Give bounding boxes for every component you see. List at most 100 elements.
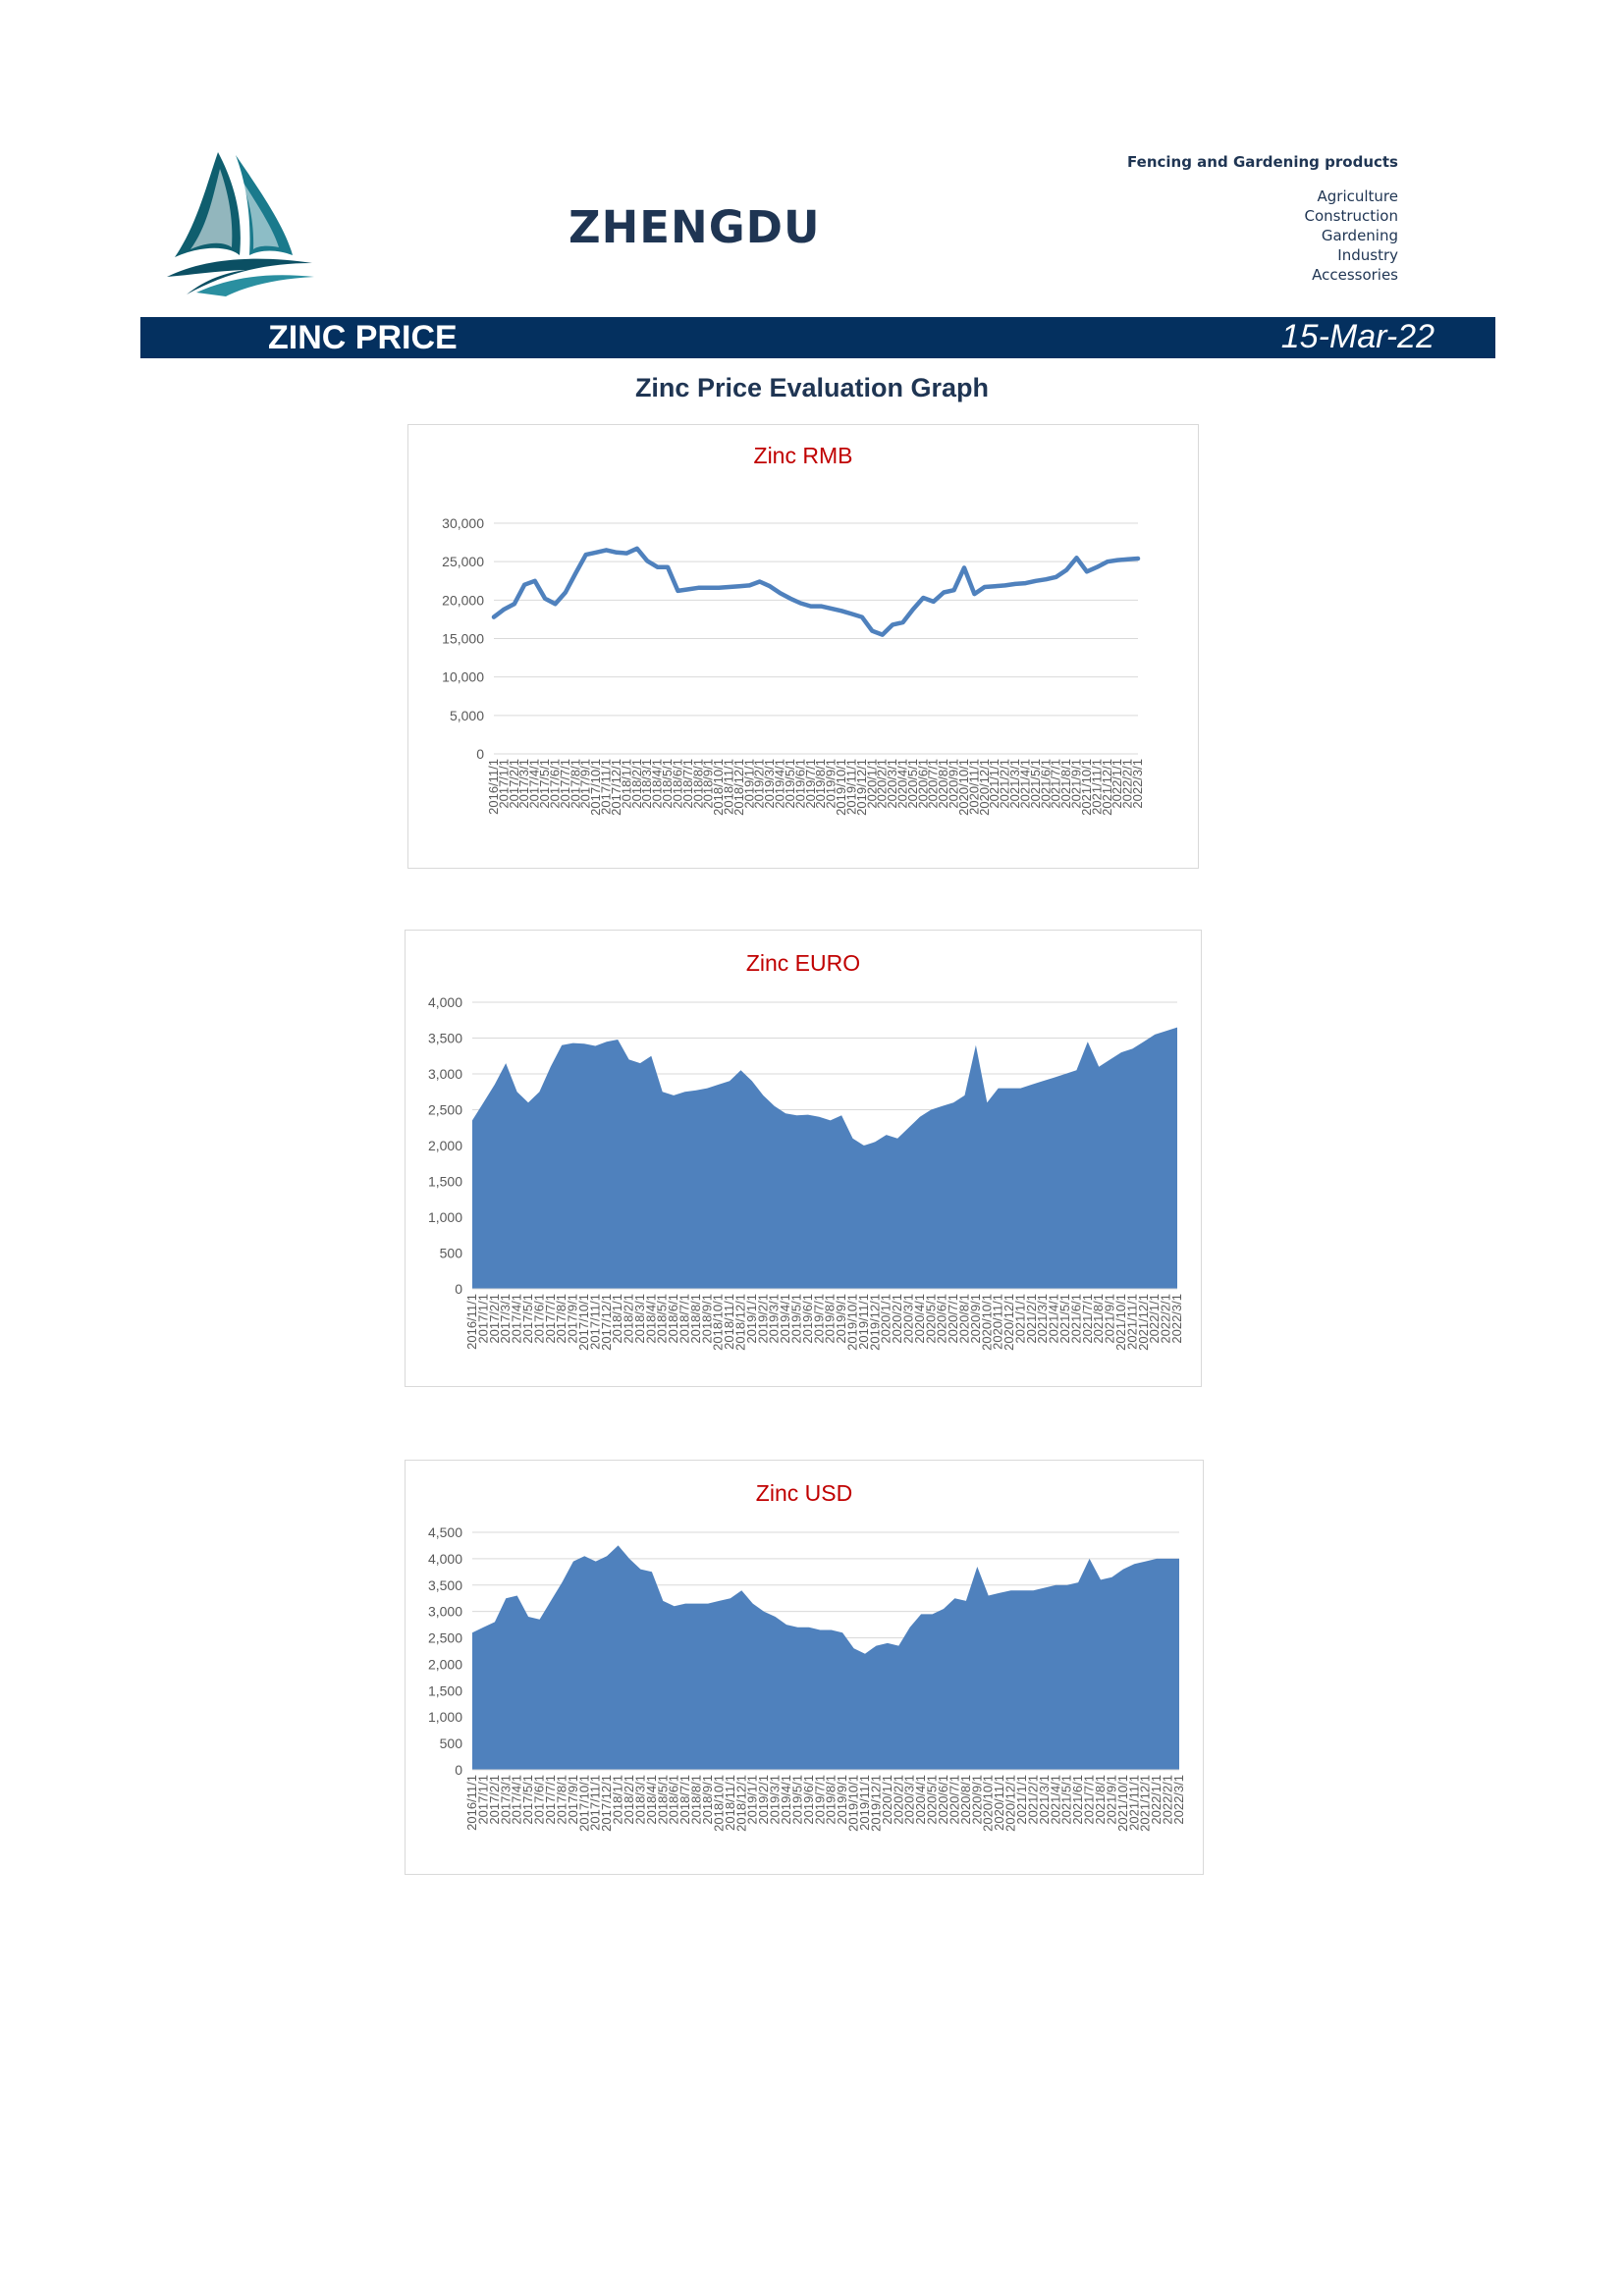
x-tick-label: 2017/1/1 bbox=[475, 1775, 490, 1825]
x-tick-label: 2017/6/1 bbox=[548, 759, 563, 809]
x-tick-label: 2020/4/1 bbox=[895, 759, 910, 809]
x-tick-label: 2017/11/1 bbox=[587, 1294, 602, 1350]
x-tick-label: 2022/2/1 bbox=[1161, 1775, 1175, 1825]
x-tick-label: 2020/6/1 bbox=[935, 1294, 949, 1344]
area-series-euro bbox=[472, 1027, 1177, 1289]
y-tick-label: 25,000 bbox=[442, 554, 484, 569]
banner-date: 15-Mar-22 bbox=[1280, 318, 1435, 355]
x-tick-label: 2020/2/1 bbox=[890, 1294, 904, 1344]
x-tick-label: 2021/3/1 bbox=[1007, 759, 1022, 809]
x-tick-label: 2021/9/1 bbox=[1104, 1775, 1118, 1825]
chart-svg-rmb: Zinc RMB 0 5,000 10,000 15,000 20,000 25,000 30… bbox=[442, 443, 1145, 816]
x-tick-label: 2018/2/1 bbox=[622, 1775, 636, 1825]
x-tick-label: 2019/11/1 bbox=[843, 759, 858, 815]
x-tick-label: 2018/3/1 bbox=[632, 1294, 647, 1344]
x-tick-label: 2021/11/1 bbox=[1124, 1294, 1139, 1350]
x-tick-label: 2018/1/1 bbox=[619, 759, 633, 809]
x-tick-label: 2021/12/1 bbox=[1100, 759, 1114, 816]
brand-name: ZHENGDU bbox=[568, 201, 821, 253]
x-tick-label: 2021/10/1 bbox=[1079, 759, 1094, 816]
x-tick-label: 2018/3/1 bbox=[632, 1775, 647, 1825]
x-tick-label: 2020/5/1 bbox=[905, 759, 920, 809]
x-tick-label: 2018/12/1 bbox=[731, 759, 746, 816]
x-tick-label: 2018/2/1 bbox=[629, 759, 644, 809]
category-industry: Industry bbox=[1337, 246, 1398, 264]
y-tick-label: 0 bbox=[476, 746, 484, 762]
x-tick-label: 2017/2/1 bbox=[487, 1775, 502, 1825]
x-tick-label: 2020/10/1 bbox=[979, 1294, 994, 1351]
x-tick-label: 2018/11/1 bbox=[722, 759, 736, 815]
x-tick-label: 2021/12/1 bbox=[1138, 1775, 1153, 1832]
x-tick-label: 2020/9/1 bbox=[947, 759, 961, 809]
x-tick-label: 2019/4/1 bbox=[773, 759, 787, 809]
sailboat-logo bbox=[167, 152, 314, 296]
x-tick-label: 2017/11/1 bbox=[588, 1775, 603, 1831]
x-tick-label: 2018/6/1 bbox=[666, 1294, 680, 1344]
x-tick-label: 2020/4/1 bbox=[913, 1775, 928, 1825]
x-tick-label: 2021/2/1 bbox=[998, 759, 1012, 809]
y-tick-label: 2,500 bbox=[428, 1102, 462, 1118]
x-tick-label: 2021/10/1 bbox=[1113, 1294, 1128, 1351]
x-tick-label: 2018/3/1 bbox=[639, 759, 654, 809]
section-title: Zinc Price Evaluation Graph bbox=[634, 373, 990, 402]
x-tick-label: 2018/9/1 bbox=[699, 1294, 714, 1344]
x-tick-label: 2020/10/1 bbox=[956, 759, 971, 816]
x-tick-label: 2018/11/1 bbox=[722, 1294, 736, 1350]
x-tick-label: 2019/6/1 bbox=[792, 759, 807, 809]
x-tick-label: 2021/2/1 bbox=[1025, 1775, 1040, 1825]
x-tick-label: 2020/8/1 bbox=[936, 759, 950, 809]
x-tick-label: 2017/8/1 bbox=[554, 1294, 568, 1344]
y-tick-label: 1,500 bbox=[428, 1682, 462, 1698]
x-tick-label: 2018/7/1 bbox=[677, 1294, 692, 1344]
x-tick-label: 2020/2/1 bbox=[891, 1775, 905, 1825]
x-tick-label: 2021/1/1 bbox=[1014, 1775, 1029, 1825]
x-tick-label: 2017/2/1 bbox=[487, 1294, 502, 1344]
chart-zinc-rmb: Zinc RMB 0 5,000 10,000 15,000 20,000 25,000 30… bbox=[407, 424, 1199, 869]
x-tick-label: 2021/1/1 bbox=[987, 759, 1001, 809]
y-tick-label: 4,500 bbox=[428, 1524, 462, 1540]
x-tick-label: 2017/9/1 bbox=[578, 759, 593, 809]
x-tick-label: 2017/5/1 bbox=[520, 1294, 535, 1344]
x-tick-label: 2020/2/1 bbox=[875, 759, 890, 809]
x-tick-label: 2021/5/1 bbox=[1057, 1294, 1072, 1344]
x-tick-label: 2020/3/1 bbox=[902, 1775, 917, 1825]
x-tick-label: 2020/11/1 bbox=[992, 1775, 1006, 1831]
x-tick-label: 2021/10/1 bbox=[1115, 1775, 1130, 1832]
x-tick-label: 2022/1/1 bbox=[1147, 1294, 1162, 1344]
x-tick-label: 2016/11/1 bbox=[464, 1294, 479, 1350]
x-tick-label: 2020/1/1 bbox=[879, 1294, 893, 1344]
x-tick-label: 2017/3/1 bbox=[516, 759, 531, 809]
x-tick-label: 2021/11/1 bbox=[1089, 759, 1104, 815]
x-tick-label: 2020/6/1 bbox=[915, 759, 930, 809]
x-tick-label: 2017/9/1 bbox=[566, 1775, 580, 1825]
x-tick-label: 2019/8/1 bbox=[824, 1775, 839, 1825]
x-tick-label: 2022/2/1 bbox=[1120, 759, 1135, 809]
x-tick-label: 2018/5/1 bbox=[660, 759, 675, 809]
y-tick-label: 3,000 bbox=[428, 1604, 462, 1620]
x-tick-label: 2017/2/1 bbox=[507, 759, 521, 809]
x-tick-label: 2018/4/1 bbox=[643, 1294, 658, 1344]
x-tick-label: 2022/2/1 bbox=[1159, 1294, 1173, 1344]
x-tick-label: 2017/1/1 bbox=[496, 759, 511, 809]
x-tick-label: 2020/12/1 bbox=[1001, 1294, 1016, 1351]
x-tick-label: 2021/8/1 bbox=[1058, 759, 1073, 809]
x-tick-label: 2017/3/1 bbox=[498, 1294, 513, 1344]
x-tick-label: 2018/12/1 bbox=[733, 1294, 748, 1351]
x-tick-label: 2017/3/1 bbox=[498, 1775, 513, 1825]
x-tick-label: 2019/7/1 bbox=[811, 1294, 826, 1344]
x-tick-label: 2020/9/1 bbox=[968, 1294, 983, 1344]
x-tick-label: 2019/10/1 bbox=[834, 759, 848, 816]
x-tick-label: 2019/6/1 bbox=[800, 1294, 815, 1344]
x-tick-label: 2019/4/1 bbox=[779, 1775, 793, 1825]
y-tick-label: 2,000 bbox=[428, 1138, 462, 1153]
y-tick-label: 20,000 bbox=[442, 592, 484, 608]
x-tick-label: 2018/4/1 bbox=[650, 759, 665, 809]
x-tick-label: 2021/7/1 bbox=[1082, 1775, 1097, 1825]
y-tick-label: 0 bbox=[455, 1281, 462, 1297]
x-tick-label: 2017/4/1 bbox=[510, 1775, 524, 1825]
x-tick-label: 2020/3/1 bbox=[885, 759, 899, 809]
y-tick-label: 3,500 bbox=[428, 1031, 462, 1046]
x-tick-label: 2018/1/1 bbox=[611, 1775, 625, 1825]
x-tick-label: 2017/12/1 bbox=[599, 1775, 614, 1832]
x-tick-label: 2018/5/1 bbox=[655, 1775, 670, 1825]
